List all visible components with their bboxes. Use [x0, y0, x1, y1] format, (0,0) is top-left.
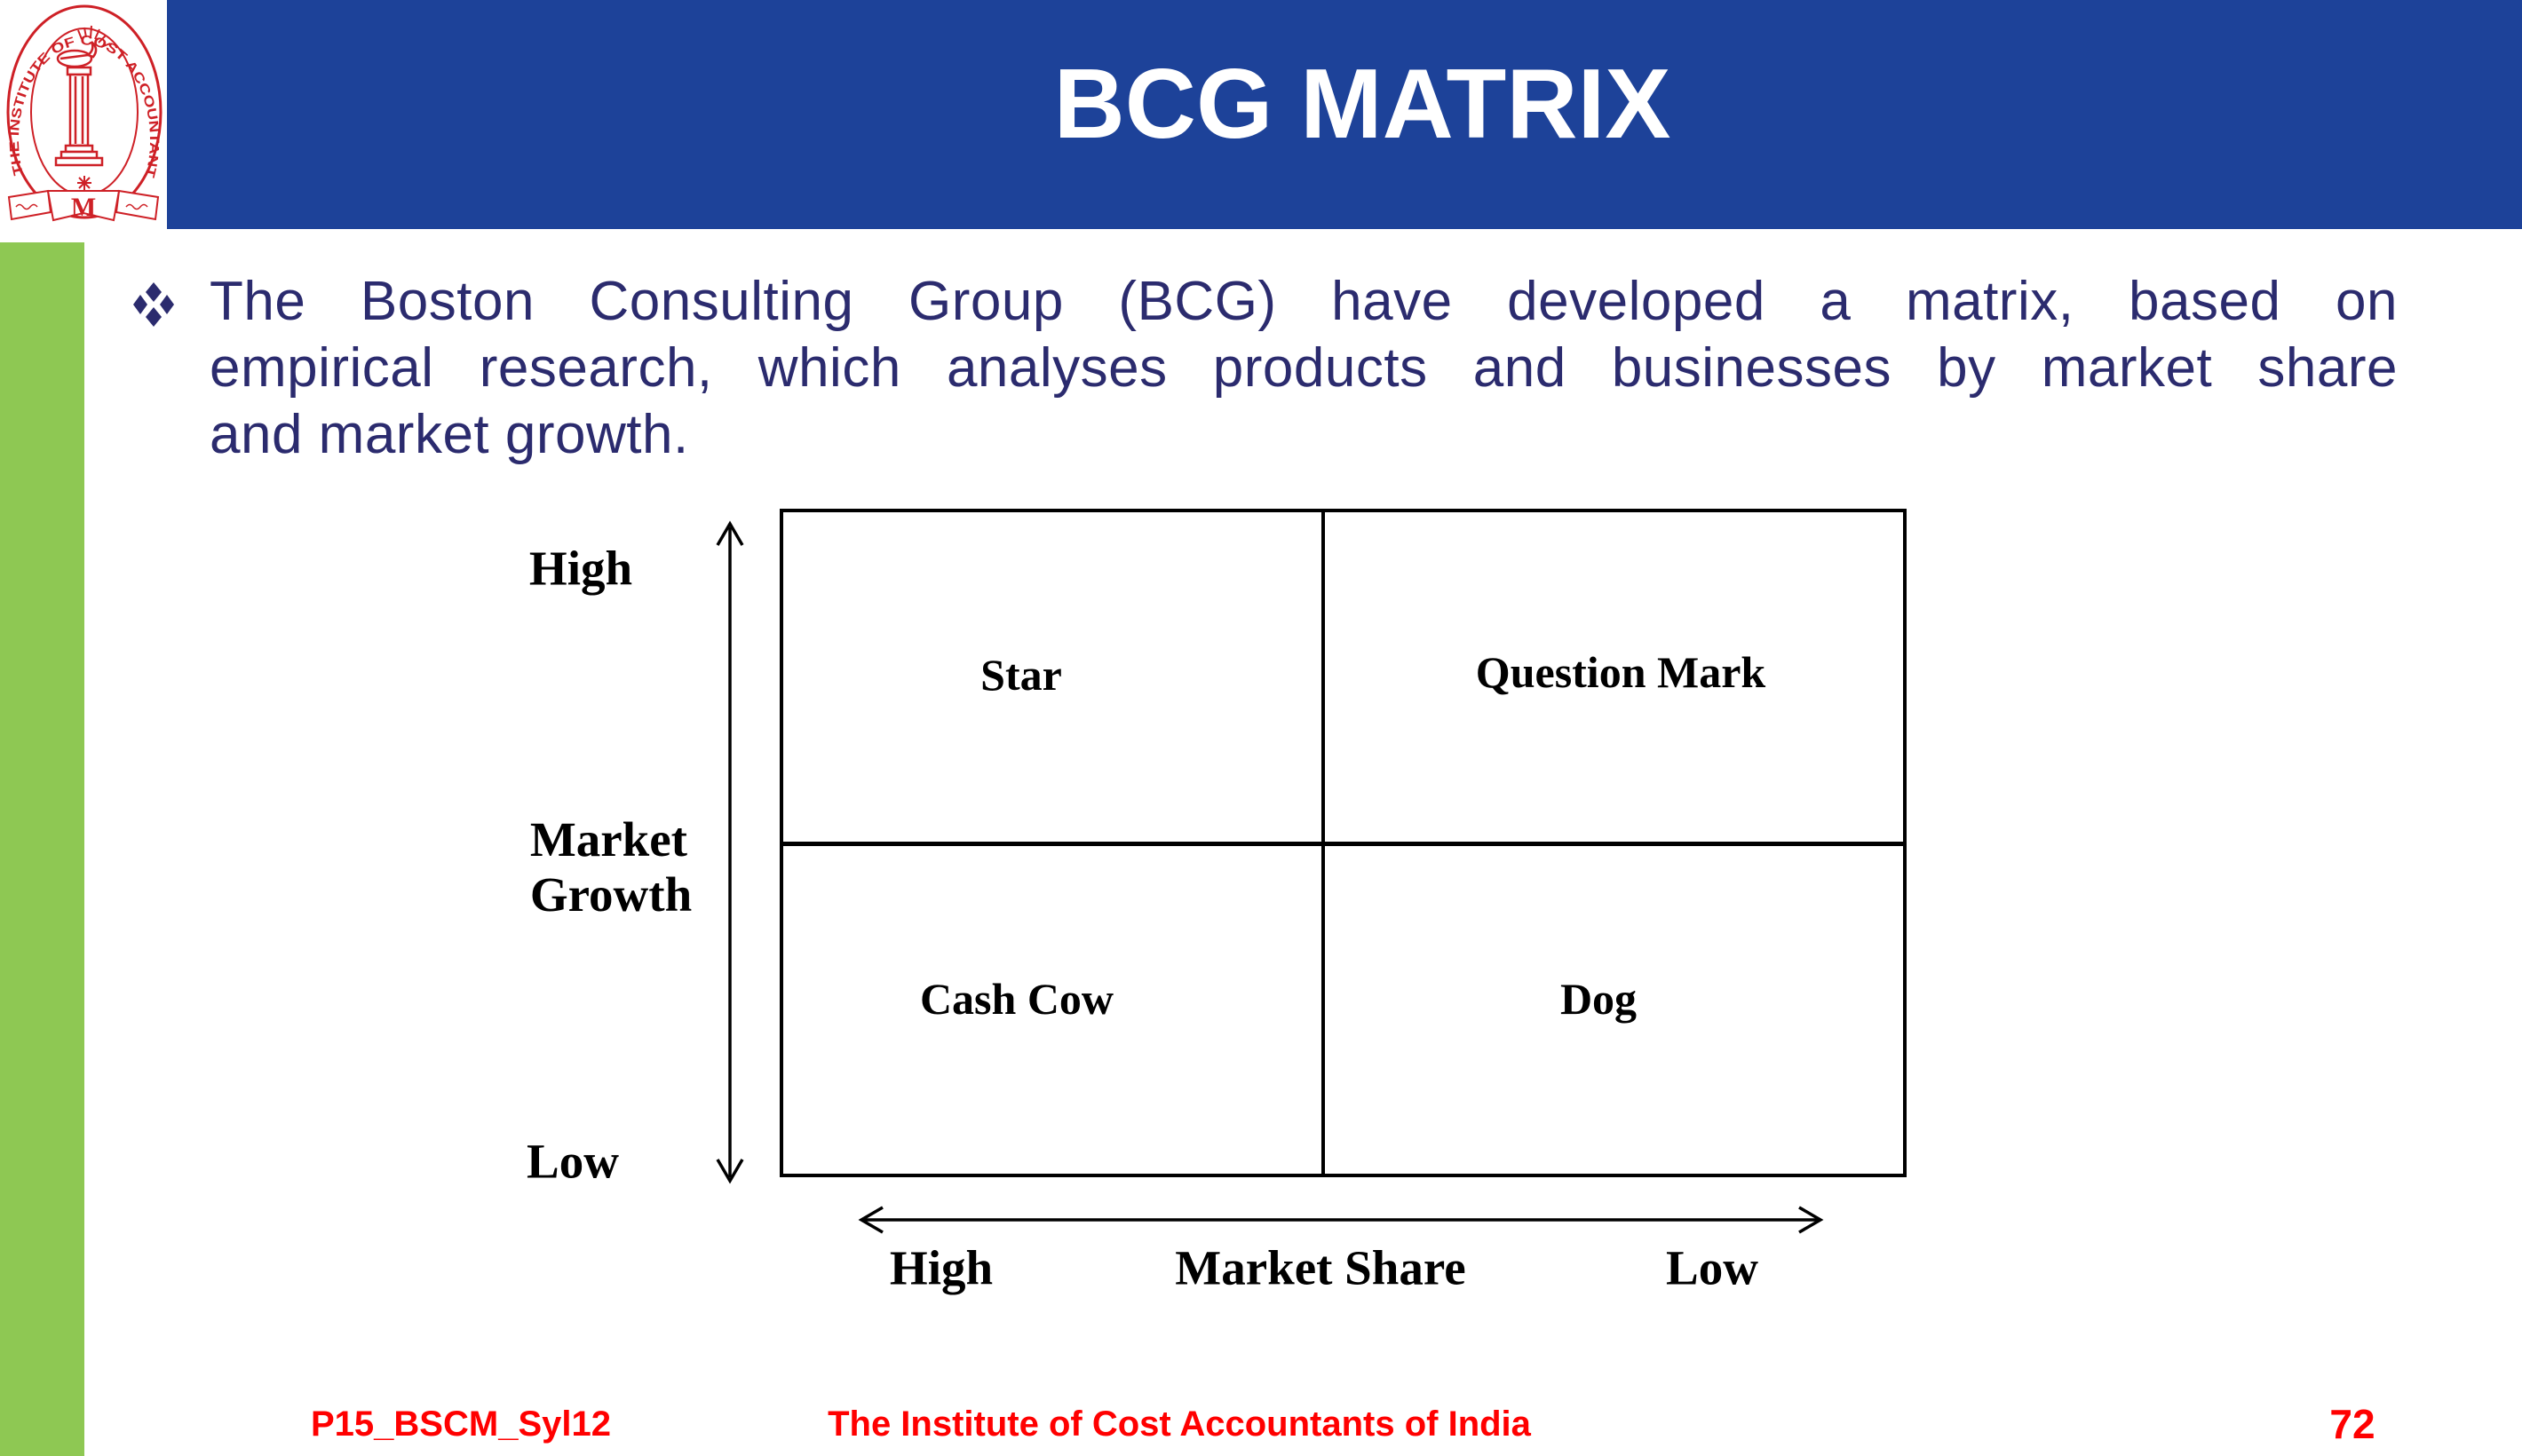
x-axis-title: Market Share — [1175, 1240, 1466, 1295]
bullet-paragraph: The Boston Consulting Group (BCG) have d… — [133, 268, 2401, 468]
quadrant-question-mark: Question Mark — [1475, 647, 1766, 697]
x-axis-high-label: High — [889, 1240, 994, 1295]
y-axis-title-line-2: Growth — [529, 867, 693, 922]
footer-course-code: P15_BSCM_Syl12 — [311, 1405, 611, 1444]
bullet-line-1: The Boston Consulting Group (BCG) have d… — [210, 271, 2398, 332]
page-number: 72 — [2329, 1401, 2375, 1447]
y-axis-low-label: Low — [527, 1134, 619, 1189]
market-share-axis-arrow-icon — [858, 1206, 1824, 1234]
quadrant-cash-cow: Cash Cow — [919, 974, 1114, 1024]
bullet-text: The Boston Consulting Group (BCG) have d… — [210, 268, 2398, 468]
header-bar: BCG MATRIX — [167, 0, 2522, 229]
y-axis-title: Market Growth — [530, 812, 692, 922]
bullet-line-3: and market growth. — [210, 404, 689, 465]
footer-institute-name: The Institute of Cost Accountants of Ind… — [828, 1405, 1531, 1444]
bullet-line-2: empirical research, which analyses produ… — [210, 337, 2398, 399]
diamond-bullet-icon — [133, 282, 174, 327]
logo-box: THE INSTITUTE OF COST ACCOUNTANTS OF IND… — [0, 0, 167, 229]
y-axis-high-label: High — [528, 541, 633, 596]
green-sidebar — [0, 242, 84, 1456]
matrix-horizontal-divider — [783, 842, 1903, 846]
x-axis-low-label: Low — [1666, 1240, 1758, 1295]
market-growth-axis-arrow-icon — [716, 520, 744, 1184]
quadrant-dog: Dog — [1559, 974, 1638, 1024]
institute-logo-icon: THE INSTITUTE OF COST ACCOUNTANTS OF IND… — [0, 0, 163, 222]
quadrant-star: Star — [980, 650, 1062, 700]
bcg-matrix-box: Star Question Mark Cash Cow Dog — [780, 509, 1907, 1177]
page-title: BCG MATRIX — [1053, 49, 1671, 159]
y-axis-title-line-1: Market — [529, 812, 687, 866]
logo-monogram: M — [71, 193, 96, 222]
